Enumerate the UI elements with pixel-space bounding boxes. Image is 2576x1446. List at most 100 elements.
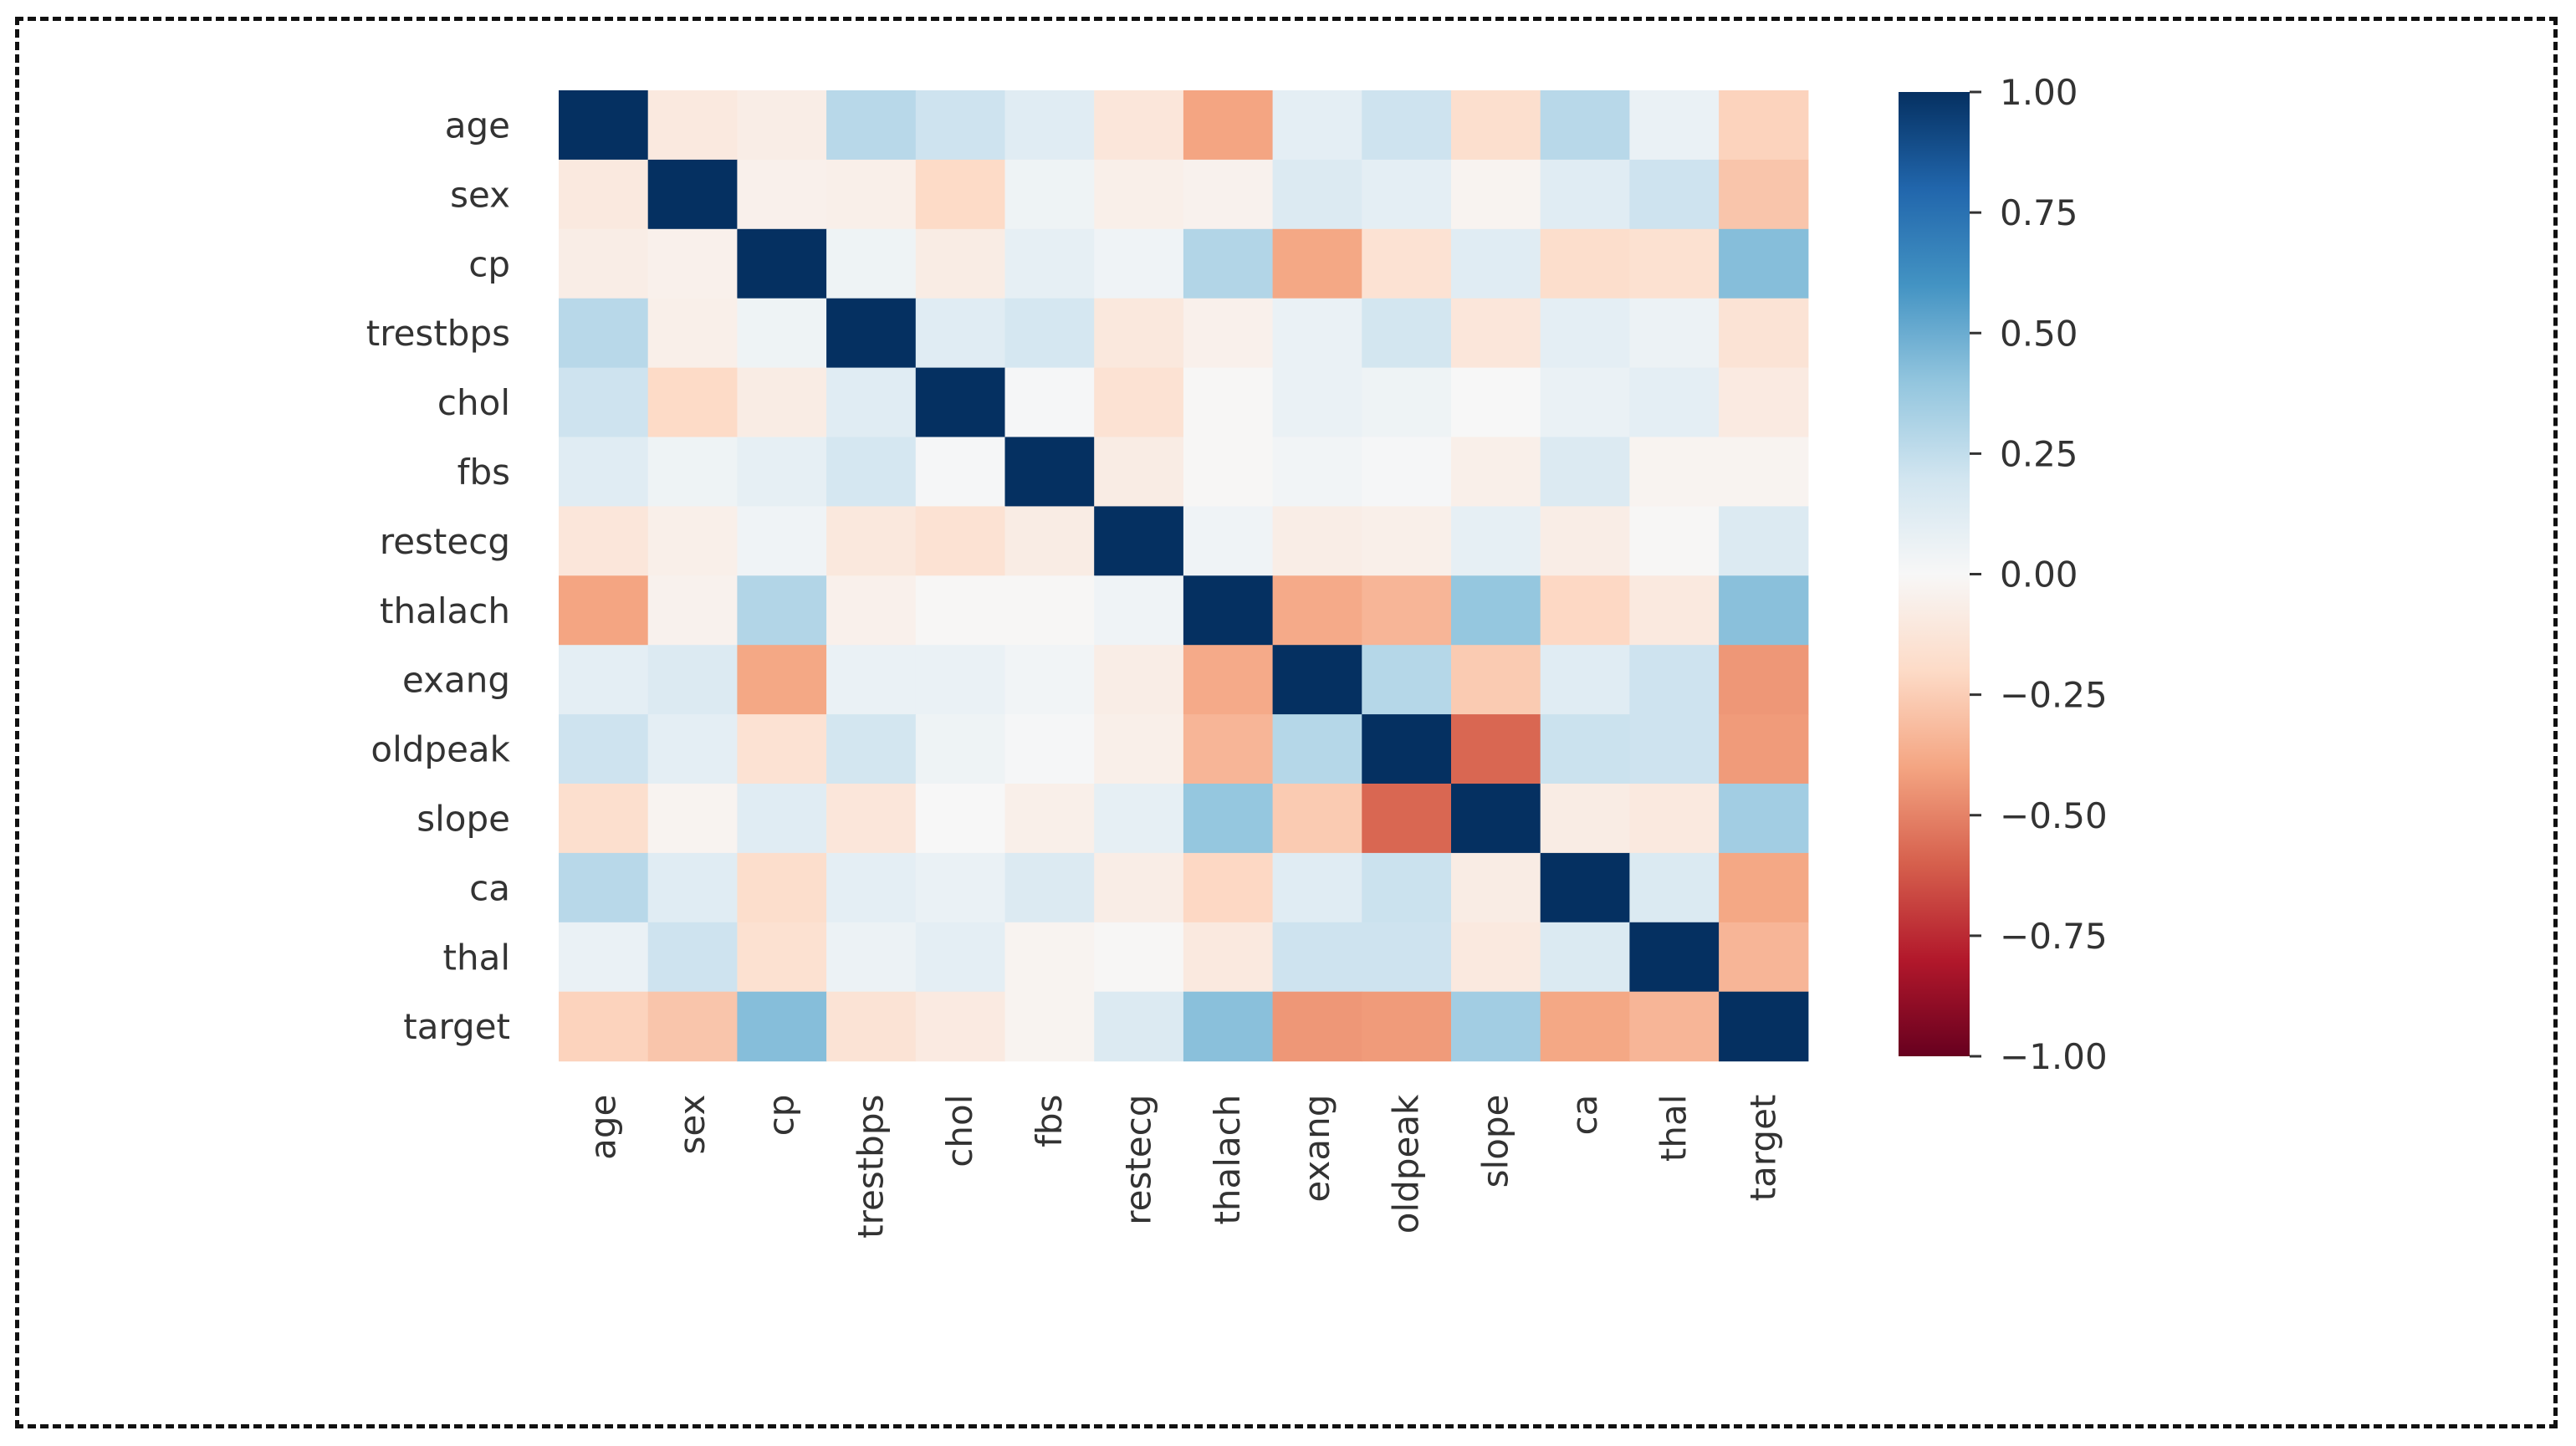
row-label-thal: thal <box>443 937 511 978</box>
heatmap-cell-thal-target <box>1719 922 1809 993</box>
heatmap-cell-target-chol <box>915 991 1006 1062</box>
heatmap-cell-restecg-restecg <box>1094 506 1184 576</box>
heatmap-cell-sex-thalach <box>1183 159 1274 230</box>
heatmap-cell-trestbps-chol <box>915 298 1006 369</box>
heatmap-cell-slope-exang <box>1272 784 1362 854</box>
heatmap-cell-thalach-exang <box>1272 575 1362 646</box>
heatmap-cell-target-target <box>1719 991 1809 1062</box>
heatmap-cell-chol-fbs <box>1004 367 1095 438</box>
heatmap-cell-sex-target <box>1719 159 1809 230</box>
heatmap-cell-cp-cp <box>737 228 827 299</box>
heatmap-cell-fbs-cp <box>737 437 827 507</box>
heatmap-cell-oldpeak-cp <box>737 714 827 784</box>
heatmap-cell-exang-sex <box>647 645 738 715</box>
heatmap-cell-sex-thal <box>1629 159 1720 230</box>
heatmap-cell-age-thal <box>1629 90 1720 161</box>
heatmap-cell-restecg-cp <box>737 506 827 576</box>
heatmap-cell-restecg-thalach <box>1183 506 1274 576</box>
heatmap-cell-chol-oldpeak <box>1362 367 1452 438</box>
heatmap-cell-slope-target <box>1719 784 1809 854</box>
heatmap-cell-restecg-fbs <box>1004 506 1095 576</box>
heatmap-cell-target-trestbps <box>826 991 917 1062</box>
heatmap-cell-sex-fbs <box>1004 159 1095 230</box>
heatmap-cell-chol-sex <box>647 367 738 438</box>
heatmap-cell-trestbps-restecg <box>1094 298 1184 369</box>
heatmap-cell-thalach-target <box>1719 575 1809 646</box>
heatmap-cell-oldpeak-thalach <box>1183 714 1274 784</box>
heatmap-cell-trestbps-thalach <box>1183 298 1274 369</box>
heatmap-cell-chol-slope <box>1451 367 1541 438</box>
colorbar-tick-label: −0.50 <box>2000 795 2108 836</box>
heatmap-cell-trestbps-ca <box>1540 298 1630 369</box>
heatmap-cell-fbs-exang <box>1272 437 1362 507</box>
heatmap-cell-ca-thal <box>1629 852 1720 923</box>
heatmap-cell-fbs-restecg <box>1094 437 1184 507</box>
colorbar-tick-label: −0.75 <box>2000 916 2108 957</box>
heatmap-cell-thalach-oldpeak <box>1362 575 1452 646</box>
colorbar-tick-label: −0.25 <box>2000 675 2108 716</box>
heatmap-cell-target-restecg <box>1094 991 1184 1062</box>
heatmap-cell-exang-chol <box>915 645 1006 715</box>
heatmap-cell-exang-slope <box>1451 645 1541 715</box>
heatmap-cell-age-age <box>559 90 649 161</box>
heatmap-cell-ca-exang <box>1272 852 1362 923</box>
heatmap-cell-fbs-target <box>1719 437 1809 507</box>
heatmap-cell-age-fbs <box>1004 90 1095 161</box>
row-label-fbs: fbs <box>457 452 510 493</box>
heatmap-cell-thal-fbs <box>1004 922 1095 993</box>
col-label-exang: exang <box>1296 1095 1337 1203</box>
heatmap-cell-cp-oldpeak <box>1362 228 1452 299</box>
heatmap-cell-restecg-slope <box>1451 506 1541 576</box>
col-label-thal: thal <box>1653 1095 1694 1162</box>
heatmap-cell-thalach-fbs <box>1004 575 1095 646</box>
heatmap-cell-restecg-exang <box>1272 506 1362 576</box>
heatmap-cell-target-slope <box>1451 991 1541 1062</box>
heatmap-cell-thalach-sex <box>647 575 738 646</box>
heatmap-cell-thal-chol <box>915 922 1006 993</box>
heatmap-cell-chol-ca <box>1540 367 1630 438</box>
heatmap-cell-fbs-oldpeak <box>1362 437 1452 507</box>
col-label-trestbps: trestbps <box>850 1095 891 1239</box>
heatmap-cell-oldpeak-oldpeak <box>1362 714 1452 784</box>
heatmap-cell-cp-trestbps <box>826 228 917 299</box>
row-label-cp: cp <box>468 243 510 284</box>
heatmap-cell-ca-chol <box>915 852 1006 923</box>
heatmap-cell-target-thal <box>1629 991 1720 1062</box>
heatmap-cell-oldpeak-age <box>559 714 649 784</box>
heatmap-cell-target-fbs <box>1004 991 1095 1062</box>
heatmap-cell-thalach-age <box>559 575 649 646</box>
heatmap-cell-cp-slope <box>1451 228 1541 299</box>
column-labels: age sex cp trestbps chol fbs restecg thalach exa… <box>582 1094 1783 1239</box>
heatmap-cell-target-thalach <box>1183 991 1274 1062</box>
heatmap-cell-oldpeak-fbs <box>1004 714 1095 784</box>
heatmap-cell-oldpeak-ca <box>1540 714 1630 784</box>
heatmap-cell-slope-age <box>559 784 649 854</box>
heatmap-cell-restecg-age <box>559 506 649 576</box>
heatmap-cell-age-restecg <box>1094 90 1184 161</box>
heatmap-cell-oldpeak-chol <box>915 714 1006 784</box>
heatmap-cell-fbs-sex <box>647 437 738 507</box>
heatmap-cell-chol-exang <box>1272 367 1362 438</box>
heatmap-cell-age-ca <box>1540 90 1630 161</box>
heatmap-cell-cp-exang <box>1272 228 1362 299</box>
heatmap-cell-sex-age <box>559 159 649 230</box>
heatmap-cell-ca-oldpeak <box>1362 852 1452 923</box>
heatmap-cell-slope-restecg <box>1094 784 1184 854</box>
row-label-trestbps: trestbps <box>366 313 510 354</box>
heatmap-cell-cp-age <box>559 228 649 299</box>
colorbar-tick-label: 0.50 <box>2000 313 2078 354</box>
heatmap-cell-target-age <box>559 991 649 1062</box>
row-label-age: age <box>445 105 510 146</box>
heatmap-cell-slope-cp <box>737 784 827 854</box>
heatmap-cell-target-ca <box>1540 991 1630 1062</box>
row-label-slope: slope <box>417 798 510 839</box>
heatmap-cell-ca-cp <box>737 852 827 923</box>
heatmap-cell-sex-exang <box>1272 159 1362 230</box>
heatmap-cell-ca-slope <box>1451 852 1541 923</box>
heatmap-cell-ca-trestbps <box>826 852 917 923</box>
heatmap-cell-sex-trestbps <box>826 159 917 230</box>
heatmap-cell-trestbps-target <box>1719 298 1809 369</box>
heatmap-cell-age-cp <box>737 90 827 161</box>
heatmap-cell-ca-fbs <box>1004 852 1095 923</box>
heatmap-cell-cp-thalach <box>1183 228 1274 299</box>
